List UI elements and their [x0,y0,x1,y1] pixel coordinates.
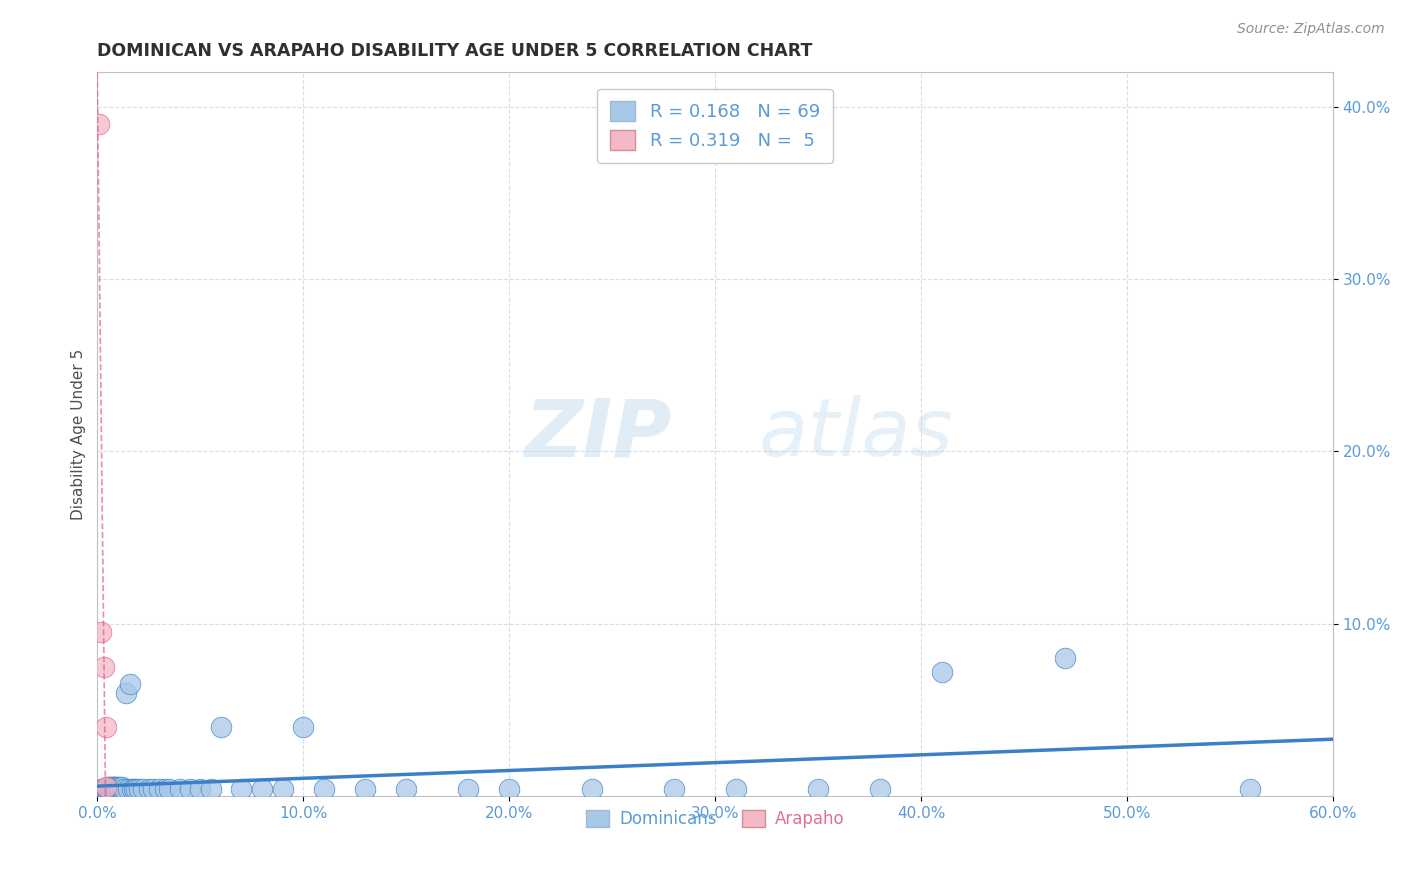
Point [807,782,830,797]
Point [103,782,125,797]
Point [498,782,520,797]
Point [148,782,170,797]
Point [1054,651,1077,665]
Point [103,780,125,795]
Point [157,782,180,797]
Point [90,625,112,640]
Legend: Dominicans, Arapaho: Dominicans, Arapaho [579,804,851,835]
Text: DOMINICAN VS ARAPAHO DISABILITY AGE UNDER 5 CORRELATION CHART: DOMINICAN VS ARAPAHO DISABILITY AGE UNDE… [97,42,813,60]
Point [231,782,253,797]
Point [142,782,165,797]
Point [169,782,191,797]
Point [111,782,134,797]
Point [100,780,122,795]
Point [97,782,120,797]
Point [100,780,122,795]
Point [89,117,111,131]
Text: atlas: atlas [758,395,953,474]
Point [395,782,418,797]
Point [103,780,125,795]
Point [931,665,953,679]
Point [107,780,129,795]
Point [155,782,177,797]
Point [1239,782,1261,797]
Point [97,780,120,795]
Point [97,782,120,797]
Point [128,782,150,797]
Point [662,782,685,797]
Point [98,782,121,797]
Point [108,782,131,797]
Point [271,782,294,797]
Point [107,782,129,797]
Point [125,782,148,797]
Point [457,782,479,797]
Point [97,782,120,797]
Y-axis label: Disability Age Under 5: Disability Age Under 5 [72,349,86,520]
Point [93,782,115,797]
Point [103,780,125,795]
Point [94,720,117,734]
Point [104,782,127,797]
Point [94,780,117,795]
Point [131,782,153,797]
Point [98,780,121,795]
Point [104,780,127,795]
Point [724,782,747,797]
Point [124,782,146,797]
Point [869,782,891,797]
Point [121,782,143,797]
Point [100,782,122,797]
Point [312,782,335,797]
Point [107,782,129,797]
Point [112,782,135,797]
Point [111,780,134,795]
Point [94,782,117,797]
Point [179,782,201,797]
Point [97,780,120,795]
Point [104,782,127,797]
Point [93,782,115,797]
Point [581,782,603,797]
Point [93,660,115,674]
Point [115,686,138,700]
Text: ZIP: ZIP [524,395,672,474]
Point [117,782,139,797]
Point [120,677,142,691]
Point [94,782,117,797]
Point [354,782,377,797]
Point [188,782,211,797]
Point [98,782,121,797]
Point [209,720,232,734]
Text: Source: ZipAtlas.com: Source: ZipAtlas.com [1237,22,1385,37]
Point [108,780,131,795]
Point [100,782,122,797]
Point [90,782,112,797]
Point [292,720,315,734]
Point [250,782,273,797]
Point [100,782,122,797]
Point [200,782,222,797]
Point [138,782,160,797]
Point [94,782,117,797]
